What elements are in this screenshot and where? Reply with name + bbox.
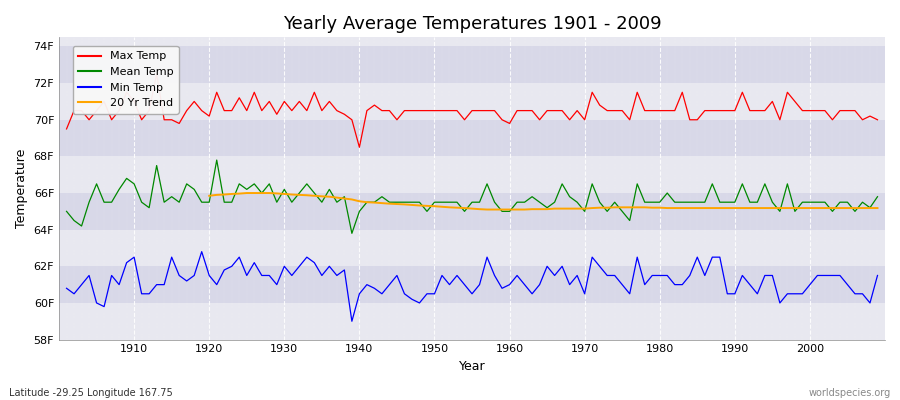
Y-axis label: Temperature: Temperature	[15, 149, 28, 228]
Text: Latitude -29.25 Longitude 167.75: Latitude -29.25 Longitude 167.75	[9, 388, 173, 398]
Bar	[59, 303, 885, 340]
Bar	[59, 266, 885, 303]
X-axis label: Year: Year	[459, 360, 485, 373]
Bar	[59, 83, 885, 120]
Bar	[59, 46, 885, 83]
Bar	[59, 156, 885, 193]
Text: worldspecies.org: worldspecies.org	[809, 388, 891, 398]
Bar	[59, 230, 885, 266]
Legend: Max Temp, Mean Temp, Min Temp, 20 Yr Trend: Max Temp, Mean Temp, Min Temp, 20 Yr Tre…	[73, 46, 179, 114]
Bar	[59, 120, 885, 156]
Bar	[59, 193, 885, 230]
Title: Yearly Average Temperatures 1901 - 2009: Yearly Average Temperatures 1901 - 2009	[283, 15, 662, 33]
